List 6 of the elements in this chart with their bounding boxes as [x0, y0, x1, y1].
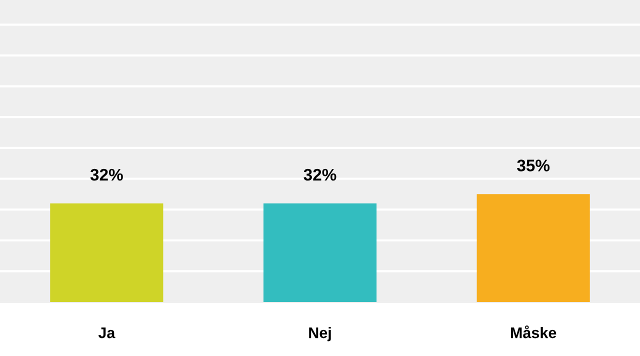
- x-tick-label: Ja: [98, 328, 116, 338]
- data-label: 32%: [304, 168, 336, 181]
- data-label: 35%: [517, 160, 550, 172]
- x-tick-label: Måske: [511, 326, 556, 338]
- data-label: 32%: [90, 168, 123, 181]
- x-tick-label: Nej: [309, 327, 331, 342]
